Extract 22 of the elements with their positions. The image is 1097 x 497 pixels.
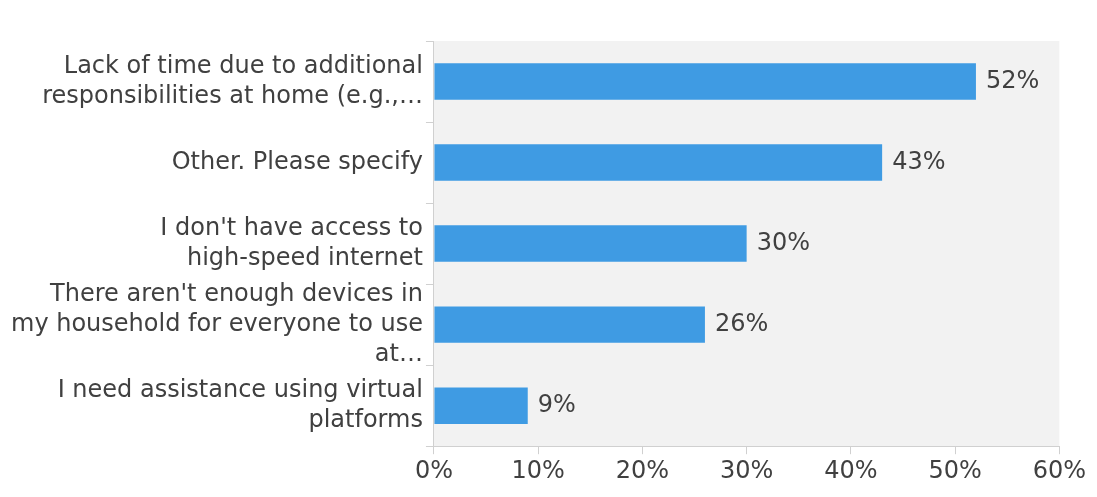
x-tick-label: 10%	[511, 455, 565, 484]
y-tick-label: I need assistance using virtual platforms	[57, 374, 423, 433]
data-label: 30%	[756, 227, 810, 256]
x-tick-label: 60%	[1032, 455, 1086, 484]
bar	[434, 63, 976, 100]
bar	[434, 144, 883, 181]
y-tick-label: There aren't enough devices in my household for everyone to use at…	[11, 278, 423, 367]
x-tick-label: 20%	[615, 455, 670, 484]
data-label: 52%	[985, 65, 1040, 94]
x-tick-label: 40%	[824, 455, 878, 484]
data-label: 26%	[714, 308, 769, 337]
bar	[434, 225, 747, 262]
x-tick-label: 0%	[414, 455, 453, 484]
y-tick-label: Other. Please specify	[171, 146, 423, 175]
y-tick-label: I don't have access to high-speed internet	[160, 212, 423, 271]
bar	[434, 387, 528, 424]
x-tick-label: 30%	[719, 455, 774, 484]
data-label: 43%	[892, 146, 946, 175]
data-label: 9%	[537, 389, 576, 418]
y-tick-label: Lack of time due to additional responsibilities at home (e.g.,…	[42, 50, 423, 109]
x-tick-label: 50%	[928, 455, 982, 484]
bar	[434, 306, 705, 343]
